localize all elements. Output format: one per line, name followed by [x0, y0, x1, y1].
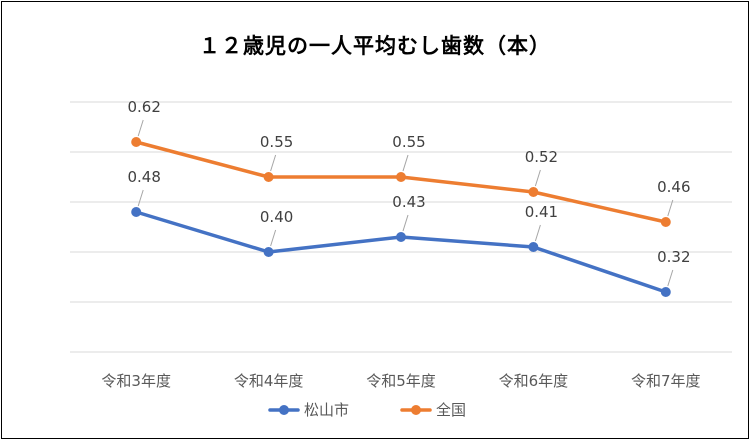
data-label: 0.40 [260, 208, 293, 226]
leader-line [402, 154, 409, 172]
data-point [131, 207, 142, 217]
leader-line [667, 269, 674, 287]
data-point [528, 187, 539, 197]
legend-label: 全国 [436, 401, 466, 419]
data-point [263, 247, 274, 257]
leader-line [270, 154, 277, 172]
x-tick-label: 令和7年度 [631, 372, 701, 390]
x-tick-label: 令和5年度 [366, 372, 436, 390]
data-label: 0.52 [525, 148, 558, 166]
leader-line [137, 189, 144, 207]
x-tick-label: 令和6年度 [499, 372, 569, 390]
chart-title: １２歳児の一人平均むし歯数（本） [199, 34, 551, 58]
leader-line [534, 169, 541, 187]
legend-label: 松山市 [304, 401, 349, 419]
data-point [396, 232, 406, 242]
leader-line [402, 214, 409, 232]
x-tick-label: 令和3年度 [101, 372, 171, 390]
leader-line [270, 229, 277, 247]
legend-marker [411, 405, 421, 415]
data-point [660, 287, 671, 297]
legend-marker [279, 405, 289, 415]
leader-line [667, 199, 674, 217]
data-label: 0.32 [657, 248, 690, 266]
data-label: 0.46 [657, 178, 690, 196]
data-point [131, 137, 142, 147]
data-point [396, 172, 406, 182]
leader-line [137, 119, 144, 137]
data-label: 0.41 [525, 203, 558, 221]
leader-line [534, 224, 541, 242]
data-point [660, 217, 671, 227]
data-label: 0.55 [260, 133, 293, 151]
data-label: 0.55 [392, 133, 425, 151]
data-point [263, 172, 274, 182]
x-tick-label: 令和4年度 [234, 372, 304, 390]
data-label: 0.48 [127, 168, 160, 186]
data-label: 0.62 [127, 98, 160, 116]
data-label: 0.43 [392, 193, 425, 211]
data-point [528, 242, 539, 252]
